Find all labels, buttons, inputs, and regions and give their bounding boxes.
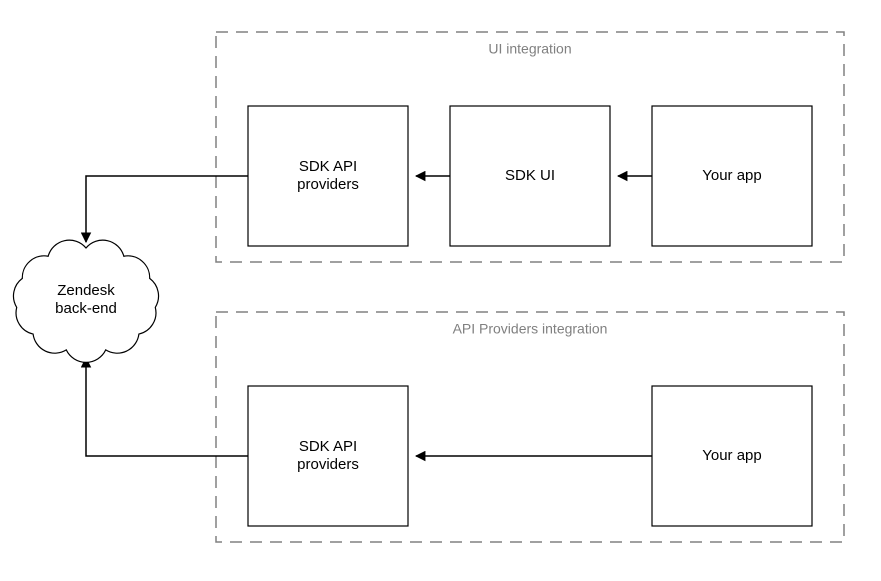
node-label-your-app-bottom: Your app xyxy=(702,447,762,464)
edge-e3 xyxy=(86,176,248,242)
node-label-sdk-api-providers-top: SDK APIproviders xyxy=(297,158,359,193)
edge-e5 xyxy=(86,358,248,456)
diagram-canvas: UI integration API Providers integration Z… xyxy=(0,0,881,581)
group-label-ui-integration: UI integration xyxy=(488,41,571,57)
node-label-zendesk-backend: Zendeskback-end xyxy=(55,282,117,317)
node-label-sdk-api-providers-bottom: SDK APIproviders xyxy=(297,438,359,473)
node-label-your-app-top: Your app xyxy=(702,167,762,184)
node-label-sdk-ui: SDK UI xyxy=(505,167,555,184)
group-label-api-providers-integration: API Providers integration xyxy=(453,321,608,337)
